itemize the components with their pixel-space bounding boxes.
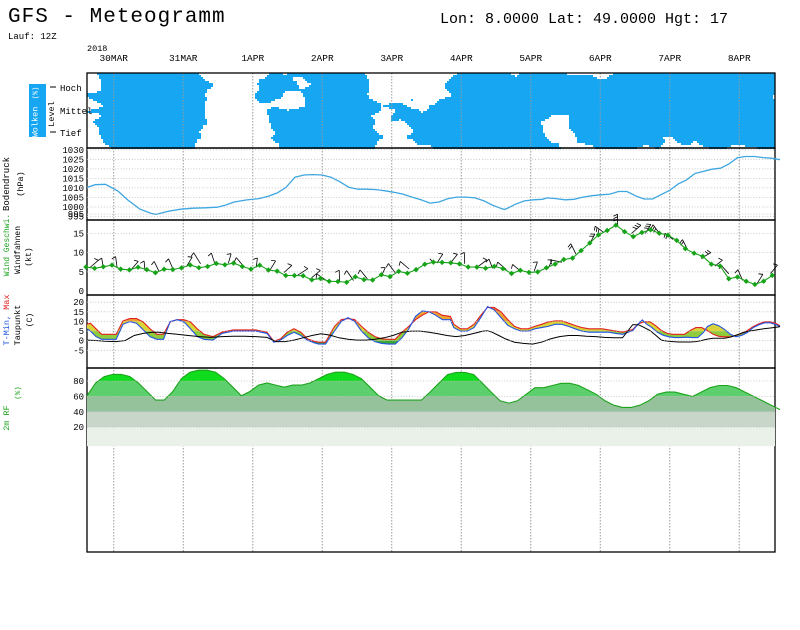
svg-text:T-Min, Max: T-Min, Max [2, 294, 12, 345]
svg-text:(kt): (kt) [25, 247, 34, 266]
svg-text:Mittel: Mittel [60, 107, 92, 117]
svg-text:3APR: 3APR [380, 53, 403, 64]
svg-text:(%): (%) [15, 386, 23, 400]
svg-text:995: 995 [68, 210, 84, 220]
svg-text:8APR: 8APR [728, 53, 751, 64]
svg-text:20: 20 [73, 423, 84, 433]
svg-text:-5: -5 [73, 346, 84, 356]
svg-text:5APR: 5APR [519, 53, 542, 64]
svg-text:1030: 1030 [62, 146, 84, 156]
svg-text:60: 60 [73, 392, 84, 402]
svg-text:0: 0 [79, 337, 84, 347]
svg-text:Lon: 8.0000 Lat: 49.0000 Hgt:: Lon: 8.0000 Lat: 49.0000 Hgt: 17 [440, 11, 728, 28]
svg-text:Windfahnen: Windfahnen [14, 226, 23, 274]
svg-text:1APR: 1APR [241, 53, 264, 64]
svg-text:20: 20 [73, 298, 84, 308]
svg-text:Wolken: Wolken [31, 107, 41, 138]
svg-text:Tief: Tief [60, 129, 82, 139]
svg-text:Bodendruck: Bodendruck [2, 157, 12, 211]
svg-text:1025: 1025 [62, 155, 84, 165]
svg-text:Lauf: 12Z: Lauf: 12Z [8, 32, 57, 42]
svg-text:31MAR: 31MAR [169, 53, 198, 64]
svg-text:80: 80 [73, 377, 84, 387]
svg-text:15: 15 [73, 308, 84, 318]
svg-text:(C): (C) [26, 313, 35, 327]
svg-text:2m RF: 2m RF [2, 405, 12, 431]
svg-text:7APR: 7APR [658, 53, 681, 64]
svg-text:(%): (%) [33, 87, 41, 100]
svg-text:0: 0 [79, 287, 84, 297]
svg-text:Level: Level [47, 101, 57, 127]
svg-text:10: 10 [73, 249, 84, 259]
svg-text:5: 5 [79, 268, 84, 278]
svg-text:Taupunkt: Taupunkt [13, 305, 23, 346]
svg-text:Hoch: Hoch [60, 84, 82, 94]
svg-text:GFS - Meteogramm: GFS - Meteogramm [8, 6, 226, 29]
svg-text:(hPa): (hPa) [16, 171, 26, 197]
svg-text:4APR: 4APR [450, 53, 473, 64]
svg-text:1010: 1010 [62, 184, 84, 194]
svg-text:1005: 1005 [62, 194, 84, 204]
svg-text:1015: 1015 [62, 174, 84, 184]
svg-text:40: 40 [73, 408, 84, 418]
svg-text:5: 5 [79, 327, 84, 337]
svg-text:30MAR: 30MAR [99, 53, 128, 64]
svg-text:10: 10 [73, 317, 84, 327]
svg-text:Wind Geschwi.: Wind Geschwi. [3, 214, 12, 276]
svg-text:6APR: 6APR [589, 53, 612, 64]
svg-text:1020: 1020 [62, 165, 84, 175]
svg-text:2APR: 2APR [311, 53, 334, 64]
svg-text:15: 15 [73, 229, 84, 239]
